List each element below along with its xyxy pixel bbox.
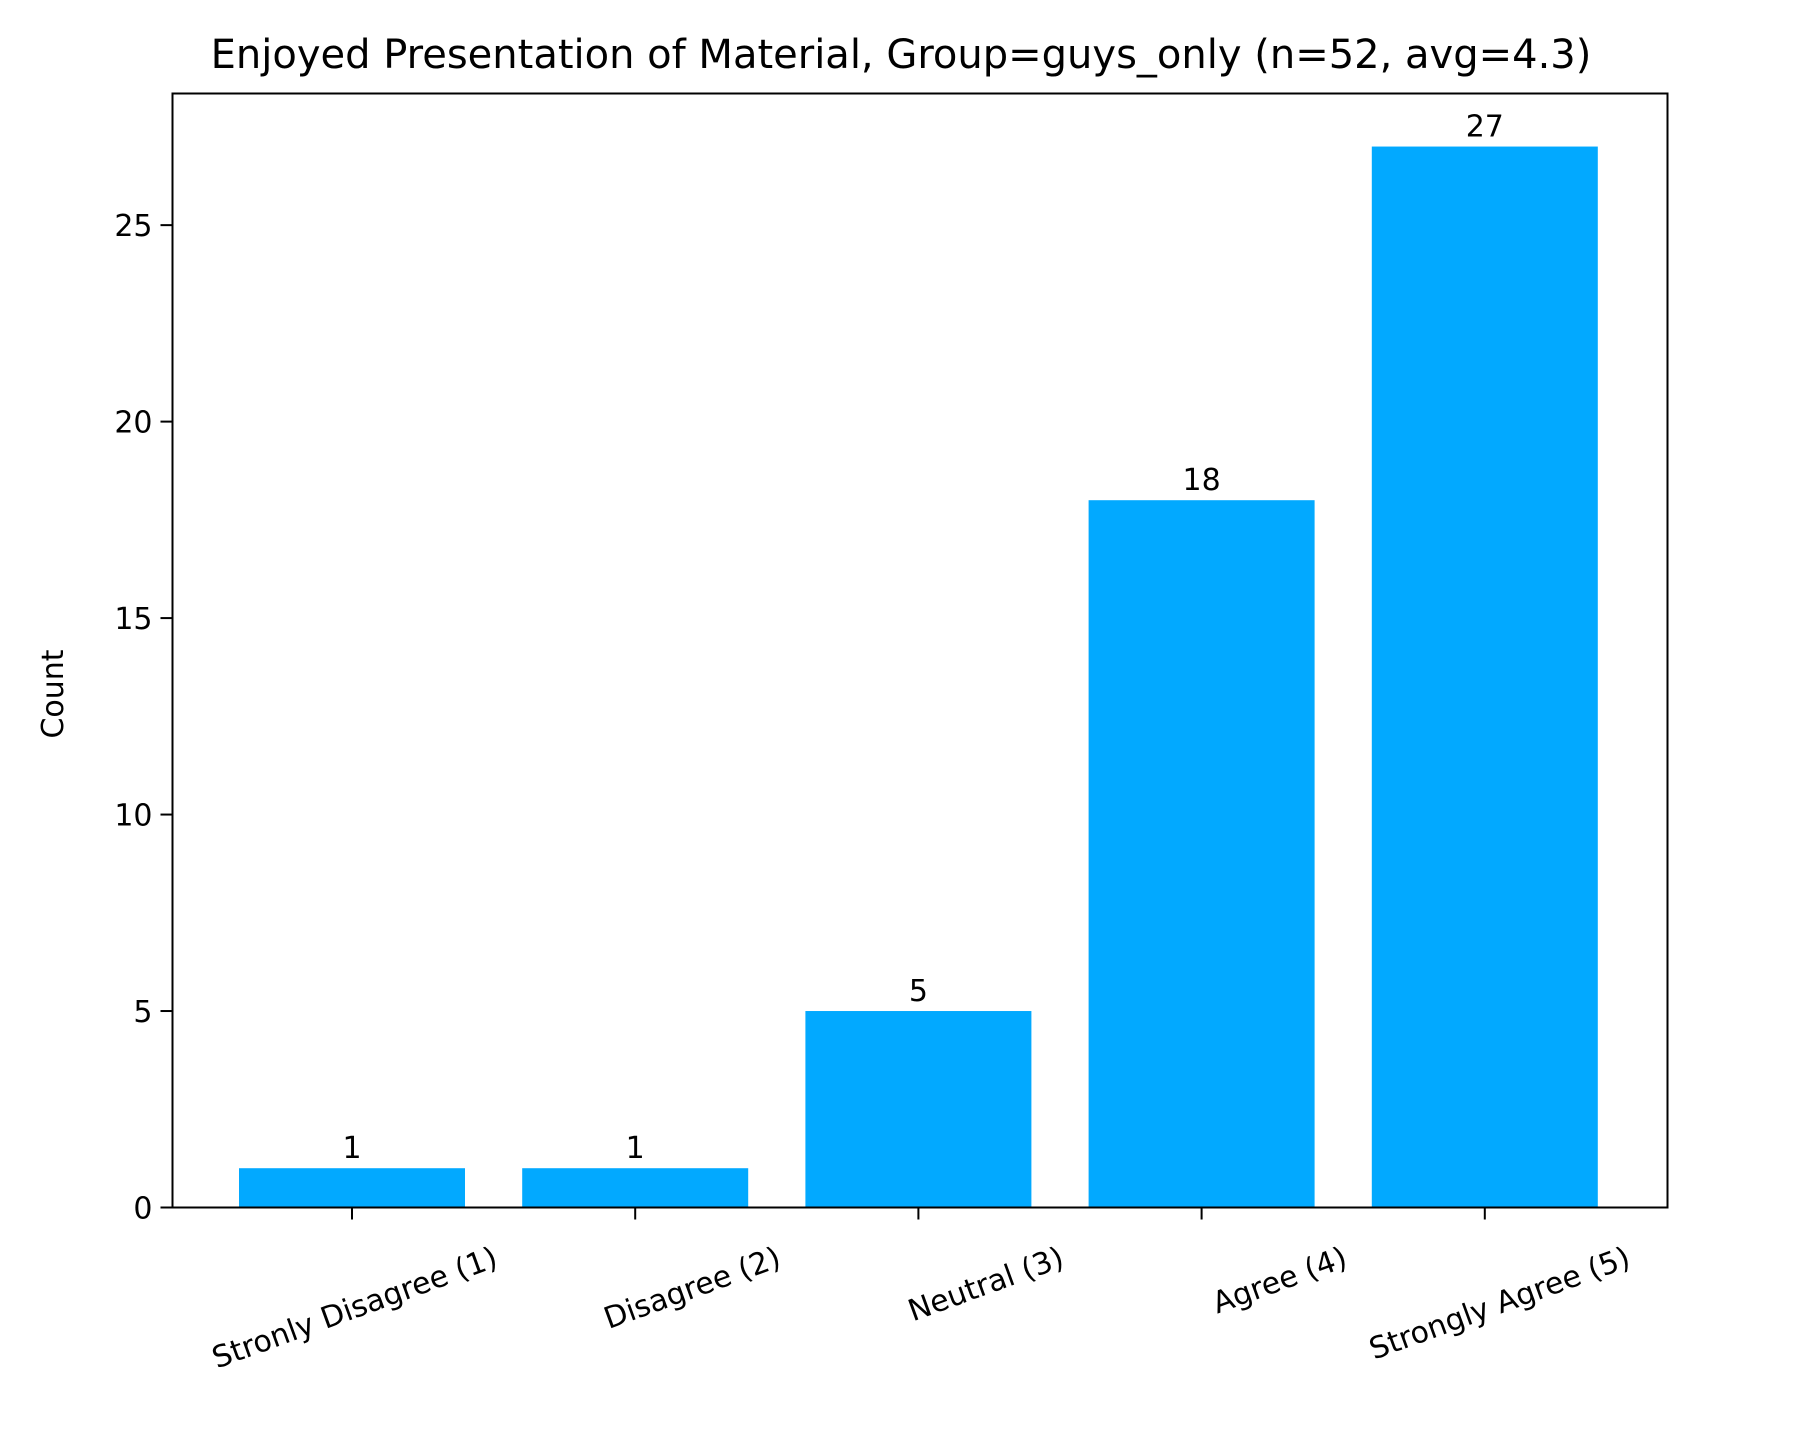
bars-group — [239, 146, 1598, 1208]
bar — [805, 1011, 1032, 1208]
y-axis: 0 5 10 15 20 25 — [114, 209, 173, 1227]
chart-title: Enjoyed Presentation of Material, Group=… — [211, 32, 1592, 78]
bar-value-label: 18 — [1183, 463, 1221, 498]
y-tick-label: 20 — [114, 406, 152, 441]
x-tick-label: Stronly Disagree (1) — [208, 1240, 502, 1376]
y-tick-label: 25 — [114, 209, 152, 244]
y-axis-label: Count — [36, 649, 71, 738]
y-tick-label: 5 — [133, 995, 152, 1030]
bar-value-label: 1 — [342, 1131, 361, 1166]
x-tick-label: Agree (4) — [1208, 1240, 1352, 1321]
x-axis: Stronly Disagree (1) Disagree (2) Neutral … — [208, 1207, 1635, 1376]
x-tick-label: Neutral (3) — [904, 1240, 1069, 1329]
value-labels-group: 1 1 5 18 27 — [342, 110, 1503, 1167]
y-tick-label: 15 — [114, 602, 152, 637]
x-tick-label: Disagree (2) — [599, 1240, 785, 1336]
y-tick-label: 10 — [114, 799, 152, 834]
plot-frame — [171, 92, 1669, 1209]
bar-value-label: 27 — [1466, 110, 1504, 145]
bar — [239, 1168, 465, 1208]
bar-value-label: 5 — [909, 974, 928, 1009]
bar — [522, 1168, 749, 1208]
bar — [1088, 500, 1315, 1208]
bar — [1371, 146, 1598, 1208]
y-tick-label: 0 — [133, 1192, 152, 1227]
x-tick-label: Strongly Agree (5) — [1365, 1240, 1635, 1367]
bar-value-label: 1 — [626, 1131, 645, 1166]
